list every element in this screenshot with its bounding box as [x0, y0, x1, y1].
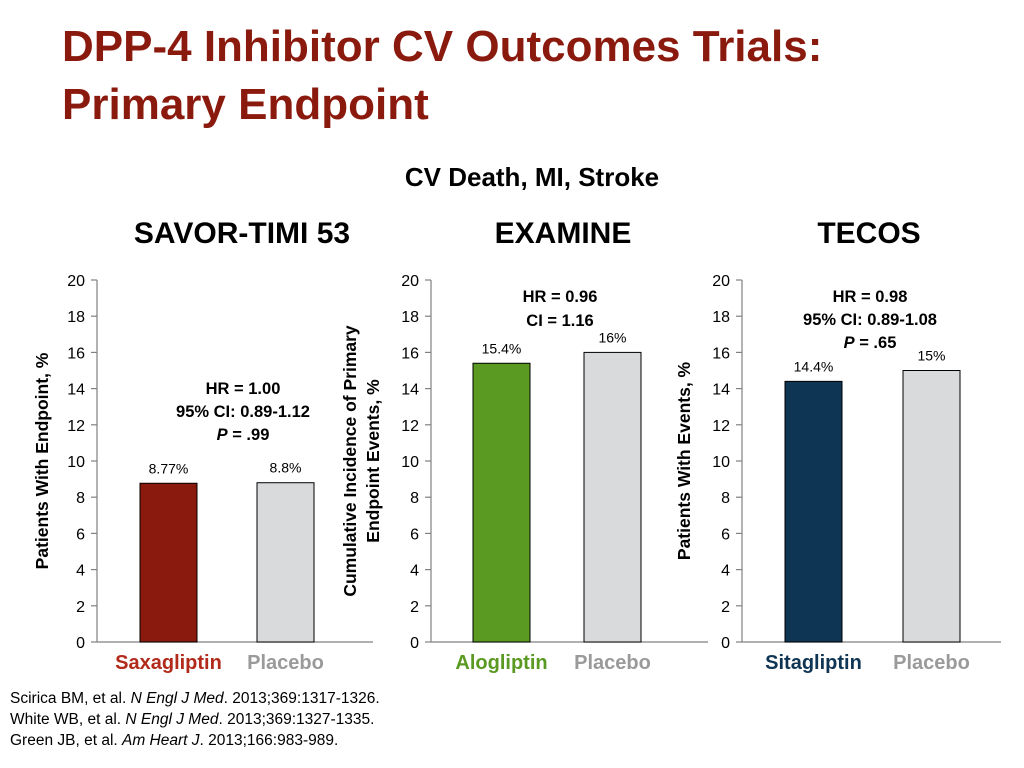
chart-2-y-axis-label-line-2: Endpoint Events, %: [363, 379, 383, 543]
chart-1-y-tick-label-18: 18: [67, 309, 85, 326]
chart-1-y-tick-label-4: 4: [76, 563, 85, 580]
chart-1-annotation-text-3: = .99: [228, 426, 270, 444]
chart-1-annotation-text-1: HR = 1.00: [206, 380, 281, 398]
chart-2-y-tick-label-0: 0: [410, 635, 419, 652]
chart-2-category-label-alogliptin: Alogliptin: [455, 652, 547, 674]
reference-2-authors: White WB, et al.: [10, 711, 126, 728]
chart-1-y-axis-label: Patients With Endpoint, %: [32, 352, 52, 569]
chart-1-value-label-placebo: 8.8%: [270, 460, 302, 476]
reference-2-citation: . 2013;369:1327-1335.: [218, 711, 375, 728]
chart-3-y-axis-label: Patients With Events, %: [674, 361, 694, 560]
chart-2-y-tick-label-6: 6: [410, 526, 419, 543]
slide-title-line-2: Primary Endpoint: [62, 80, 429, 129]
chart-1-category-label-saxagliptin: Saxagliptin: [115, 652, 222, 674]
chart-2-y-tick-label-12: 12: [401, 418, 419, 435]
chart-1-title: SAVOR-TIMI 53: [134, 217, 350, 250]
chart-1-y-tick-label-14: 14: [67, 382, 85, 399]
chart-2-bar-alogliptin: [472, 362, 531, 643]
chart-2-annotation-line-1: HR = 0.96: [523, 288, 598, 306]
chart-1-y-tick-label-2: 2: [76, 599, 85, 616]
chart-1-y-tick-label-0: 0: [76, 635, 85, 652]
chart-3-category-label-placebo: Placebo: [893, 652, 970, 674]
chart-3-annotation-text-1: HR = 0.98: [833, 288, 908, 306]
reference-1: Scirica BM, et al. N Engl J Med. 2013;36…: [10, 688, 380, 709]
chart-1-y-tick-label-12: 12: [67, 418, 85, 435]
chart-1-category-label-placebo: Placebo: [247, 652, 324, 674]
chart-3-y-tick-label-16: 16: [712, 345, 730, 362]
reference-1-citation: . 2013;369:1317-1326.: [223, 690, 380, 707]
chart-2-annotation-line-2: CI = 1.16: [526, 312, 593, 330]
reference-1-journal: N Engl J Med: [130, 690, 224, 707]
chart-1-y-tick-label-8: 8: [76, 490, 85, 507]
chart-2-bar-placebo: [583, 351, 642, 643]
chart-1-bar-placebo: [256, 482, 315, 643]
references: Scirica BM, et al. N Engl J Med. 2013;36…: [10, 688, 380, 751]
chart-1-annotation-p-symbol: P: [217, 426, 229, 444]
chart-3-y-tick-label-10: 10: [712, 454, 730, 471]
chart-3-y-tick-label-8: 8: [721, 490, 730, 507]
chart-1-annotation-line-2: 95% CI: 0.89-1.12: [176, 403, 310, 421]
chart-1-annotation-line-3: P = .99: [217, 426, 270, 444]
chart-1-y-tick-label-20: 20: [67, 273, 85, 290]
chart-1-value-label-saxagliptin: 8.77%: [149, 460, 189, 476]
reference-3: Green JB, et al. Am Heart J. 2013;166:98…: [10, 730, 380, 751]
chart-2-y-tick-label-2: 2: [410, 599, 419, 616]
chart-3-title: TECOS: [817, 217, 920, 250]
reference-3-citation: . 2013;166:983-989.: [199, 732, 339, 749]
chart-3-value-label-sitagliptin: 14.4%: [794, 358, 834, 374]
chart-3-annotation-line-2: 95% CI: 0.89-1.08: [803, 311, 937, 329]
chart-1-y-tick-label-6: 6: [76, 526, 85, 543]
chart-3-y-tick-label-6: 6: [721, 526, 730, 543]
chart-3-bar-placebo: [902, 370, 961, 643]
slide-subtitle: CV Death, MI, Stroke: [404, 162, 660, 192]
chart-2-y-tick-label-18: 18: [401, 309, 419, 326]
chart-1-annotation-line-1: HR = 1.00: [206, 380, 281, 398]
reference-1-authors: Scirica BM, et al.: [10, 690, 131, 707]
chart-1-bar-saxagliptin: [139, 482, 198, 643]
chart-3-y-tick-label-20: 20: [712, 273, 730, 290]
chart-3-y-tick-label-2: 2: [721, 599, 730, 616]
chart-2-y-tick-label-8: 8: [410, 490, 419, 507]
chart-3-y-tick-label-14: 14: [712, 382, 730, 399]
chart-2-value-label-placebo: 16%: [598, 329, 626, 345]
chart-2-y-tick-label-4: 4: [410, 563, 419, 580]
slide-title-line-1: DPP-4 Inhibitor CV Outcomes Trials:: [62, 22, 823, 71]
chart-1-y-tick-label-10: 10: [67, 454, 85, 471]
chart-3-annotation-text-3: = .65: [855, 334, 897, 352]
chart-1-y-tick-label-16: 16: [67, 345, 85, 362]
chart-3-annotation-line-3: P = .65: [844, 334, 897, 352]
chart-3-bar-sitagliptin: [784, 380, 843, 643]
chart-2-y-tick-label-16: 16: [401, 345, 419, 362]
chart-2-annotation-text-2: CI = 1.16: [526, 312, 593, 330]
chart-2-y-tick-label-14: 14: [401, 382, 419, 399]
chart-2-annotation-text-1: HR = 0.96: [523, 288, 598, 306]
chart-1-annotation-text-2: 95% CI: 0.89-1.12: [176, 403, 310, 421]
chart-3-y-tick-label-4: 4: [721, 563, 730, 580]
reference-2-journal: N Engl J Med: [125, 711, 219, 728]
slide-title: DPP-4 Inhibitor CV Outcomes Trials: Prim…: [62, 18, 1002, 134]
chart-2-title: EXAMINE: [495, 217, 632, 250]
chart-2-y-axis-label-line-1: Cumulative Incidence of Primary: [340, 325, 360, 597]
chart-3-y-tick-label-18: 18: [712, 309, 730, 326]
chart-2-y-tick-label-20: 20: [401, 273, 419, 290]
reference-3-journal: Am Heart J: [122, 732, 200, 749]
chart-3-category-label-sitagliptin: Sitagliptin: [765, 652, 862, 674]
reference-2: White WB, et al. N Engl J Med. 2013;369:…: [10, 709, 380, 730]
chart-3-annotation-p-symbol: P: [844, 334, 856, 352]
chart-3-value-label-placebo: 15%: [917, 348, 945, 364]
chart-3-annotation-line-1: HR = 0.98: [833, 288, 908, 306]
chart-3-y-tick-label-0: 0: [721, 635, 730, 652]
chart-2-y-tick-label-10: 10: [401, 454, 419, 471]
chart-2-category-label-placebo: Placebo: [574, 652, 651, 674]
chart-3-y-tick-label-12: 12: [712, 418, 730, 435]
chart-3-annotation-text-2: 95% CI: 0.89-1.08: [803, 311, 937, 329]
chart-2-value-label-alogliptin: 15.4%: [482, 340, 522, 356]
reference-3-authors: Green JB, et al.: [10, 732, 122, 749]
